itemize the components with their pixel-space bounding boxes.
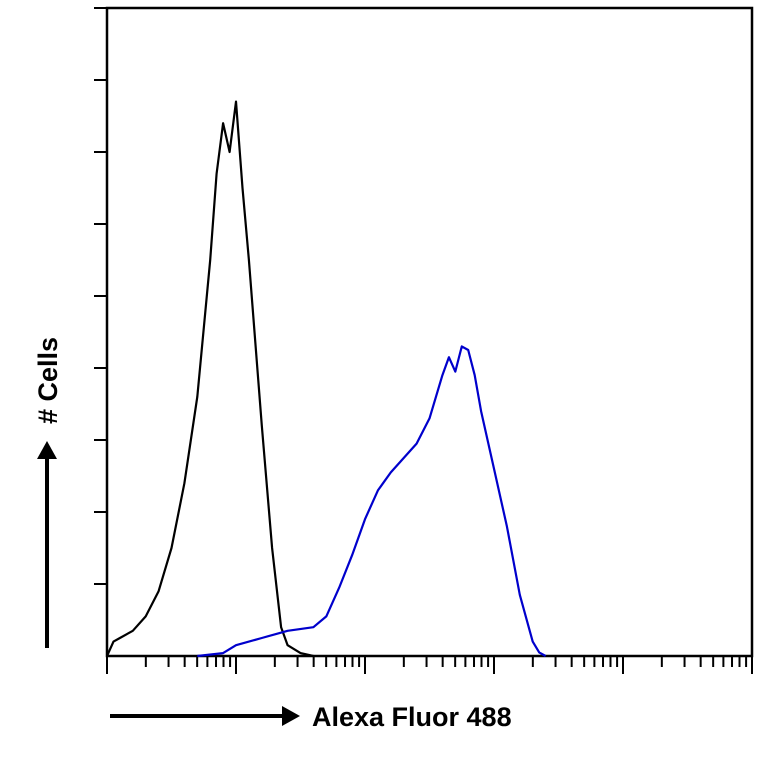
series-line-1 <box>105 100 314 658</box>
y-axis-title: # Cells <box>33 337 63 424</box>
series-layer <box>105 100 547 658</box>
plot-frame <box>105 6 754 658</box>
x-axis-title: Alexa Fluor 488 <box>312 702 512 732</box>
x-axis-ticks <box>106 656 753 674</box>
y-axis-ticks <box>94 7 107 585</box>
y-axis-arrowhead <box>37 441 57 459</box>
x-axis-arrowhead <box>282 706 300 726</box>
series-line-2 <box>197 345 547 658</box>
